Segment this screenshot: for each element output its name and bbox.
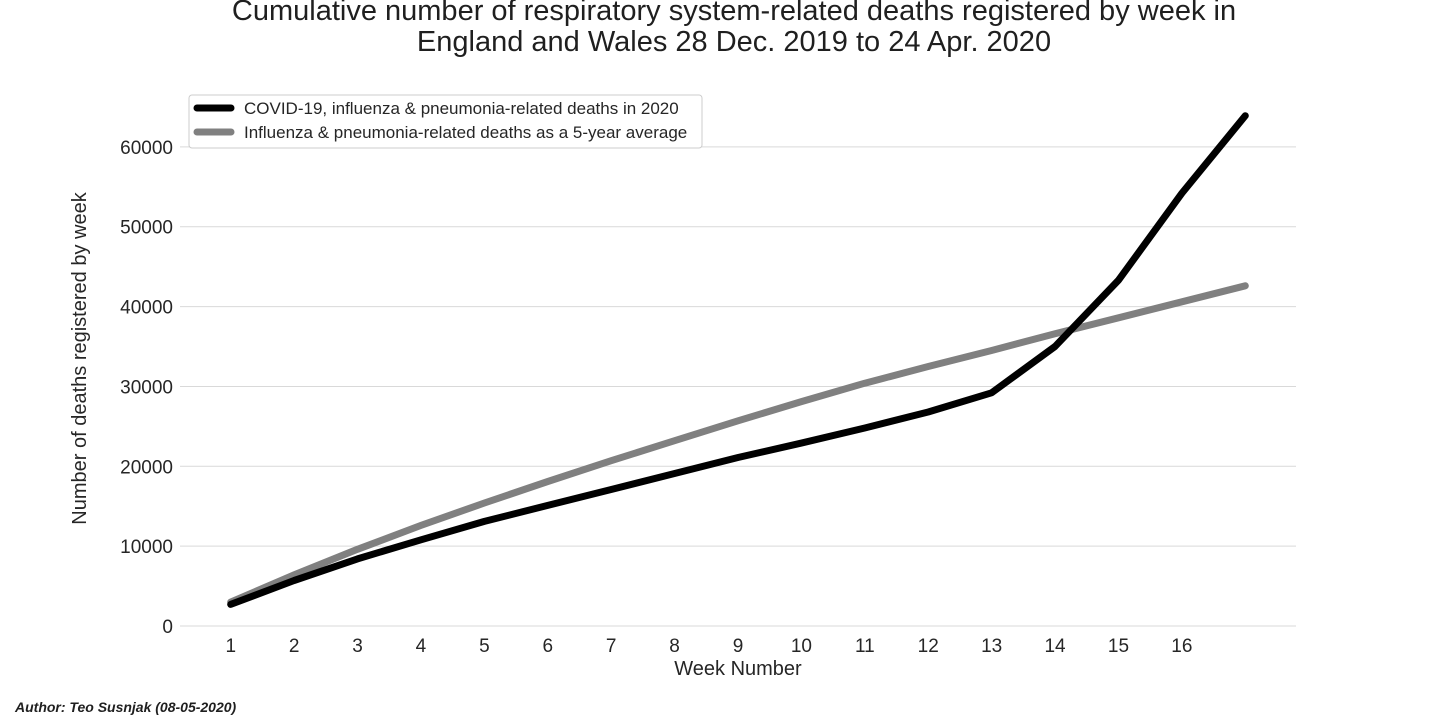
- x-tick-label-16: 16: [1171, 636, 1192, 657]
- y-tick-label-3: 30000: [120, 377, 173, 398]
- x-tick-label-2: 2: [289, 636, 300, 657]
- y-tick-label-0: 0: [162, 617, 173, 638]
- x-tick-label-9: 9: [733, 636, 744, 657]
- author-credit: Author: Teo Susnjak (08-05-2020): [15, 699, 237, 715]
- y-axis-label: Number of deaths registered by week: [69, 191, 91, 524]
- x-tick-label-6: 6: [542, 636, 553, 657]
- y-tick-label-5: 50000: [120, 218, 173, 239]
- y-tick-label-6: 60000: [120, 138, 173, 159]
- x-tick-label-7: 7: [606, 636, 617, 657]
- legend-label-2: Influenza & pneumonia-related deaths as …: [244, 123, 687, 142]
- x-tick-label-3: 3: [352, 636, 363, 657]
- x-tick-label-12: 12: [918, 636, 939, 657]
- x-tick-label-13: 13: [981, 636, 1002, 657]
- x-tick-label-10: 10: [791, 636, 812, 657]
- legend-box: [188, 94, 703, 149]
- x-axis-label: Week Number: [674, 658, 802, 680]
- x-tick-label-4: 4: [416, 636, 427, 657]
- y-tick-label-2: 20000: [120, 457, 173, 478]
- legend-label-1: COVID-19, influenza & pneumonia-related …: [244, 99, 679, 118]
- x-tick-label-1: 1: [225, 636, 236, 657]
- x-tick-label-11: 11: [855, 636, 875, 657]
- x-tick-label-14: 14: [1044, 636, 1066, 657]
- chart-title: Cumulative number of respiratory system-…: [231, 0, 1237, 58]
- y-tick-label-1: 10000: [120, 537, 173, 558]
- y-tick-label-4: 40000: [120, 298, 173, 319]
- x-tick-label-8: 8: [669, 636, 680, 657]
- x-tick-label-15: 15: [1108, 636, 1129, 657]
- series-line-1: [227, 112, 1249, 608]
- x-tick-label-5: 5: [479, 636, 490, 657]
